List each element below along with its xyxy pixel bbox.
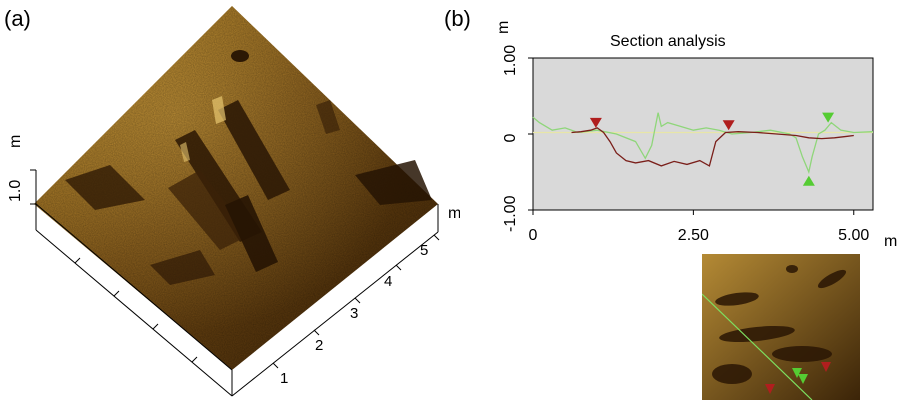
afm-3d-axes (30, 169, 440, 397)
x-axis-tick-4: 4 (384, 273, 392, 290)
section-marker-2 (822, 112, 835, 123)
inset-section-line (702, 293, 813, 400)
section-marker-0 (589, 117, 602, 128)
panel-b-label: (b) (444, 6, 471, 31)
x-axis-tick-2: 2 (315, 337, 323, 354)
x-tick-label: 0 (529, 227, 538, 244)
z-axis-unit: m (7, 135, 24, 148)
x-axis-tick-3: 3 (350, 305, 358, 322)
series-line-0 (571, 127, 854, 167)
z-axis-tick: 1.0 (7, 180, 24, 202)
y-tick-label: -1.00 (502, 195, 519, 232)
x-tick-label: 5.00 (838, 227, 869, 244)
section-marker-3 (802, 175, 815, 186)
y-tick-label: 0 (502, 133, 519, 142)
afm-inset-image (702, 254, 860, 400)
afm-surface-grooves (65, 50, 432, 285)
panel-a-label: (a) (4, 6, 31, 31)
x-axis-tick-1: 1 (280, 370, 288, 387)
plot-background (532, 57, 874, 211)
inset-marker-green-1 (792, 368, 802, 378)
y-axis-unit: m (495, 21, 512, 34)
series-line-1 (532, 112, 874, 175)
section-analysis-chart: Section analysis m m 1.00 0 -1.00 0 2.50 5.00 (495, 21, 897, 250)
afm-3d-surface-panel: m 1.0 m 1 2 3 4 5 (7, 6, 460, 397)
inset-grooves (712, 265, 847, 384)
y-tick-label: 1.00 (502, 45, 519, 76)
x-axis-tick-5: 5 (420, 242, 428, 259)
inset-marker-red-2 (765, 384, 775, 394)
plot-area: 1.00 0 -1.00 0 2.50 5.00 (502, 45, 874, 244)
x-axis-unit: m (448, 205, 460, 222)
inset-marker-red-1 (821, 362, 831, 372)
x-axis-unit: m (884, 233, 897, 250)
section-marker-1 (722, 120, 735, 131)
x-tick-label: 2.50 (678, 227, 709, 244)
inset-marker-green-2 (798, 374, 808, 384)
afm-surface-texture (34, 6, 438, 370)
chart-title: Section analysis (610, 33, 726, 50)
